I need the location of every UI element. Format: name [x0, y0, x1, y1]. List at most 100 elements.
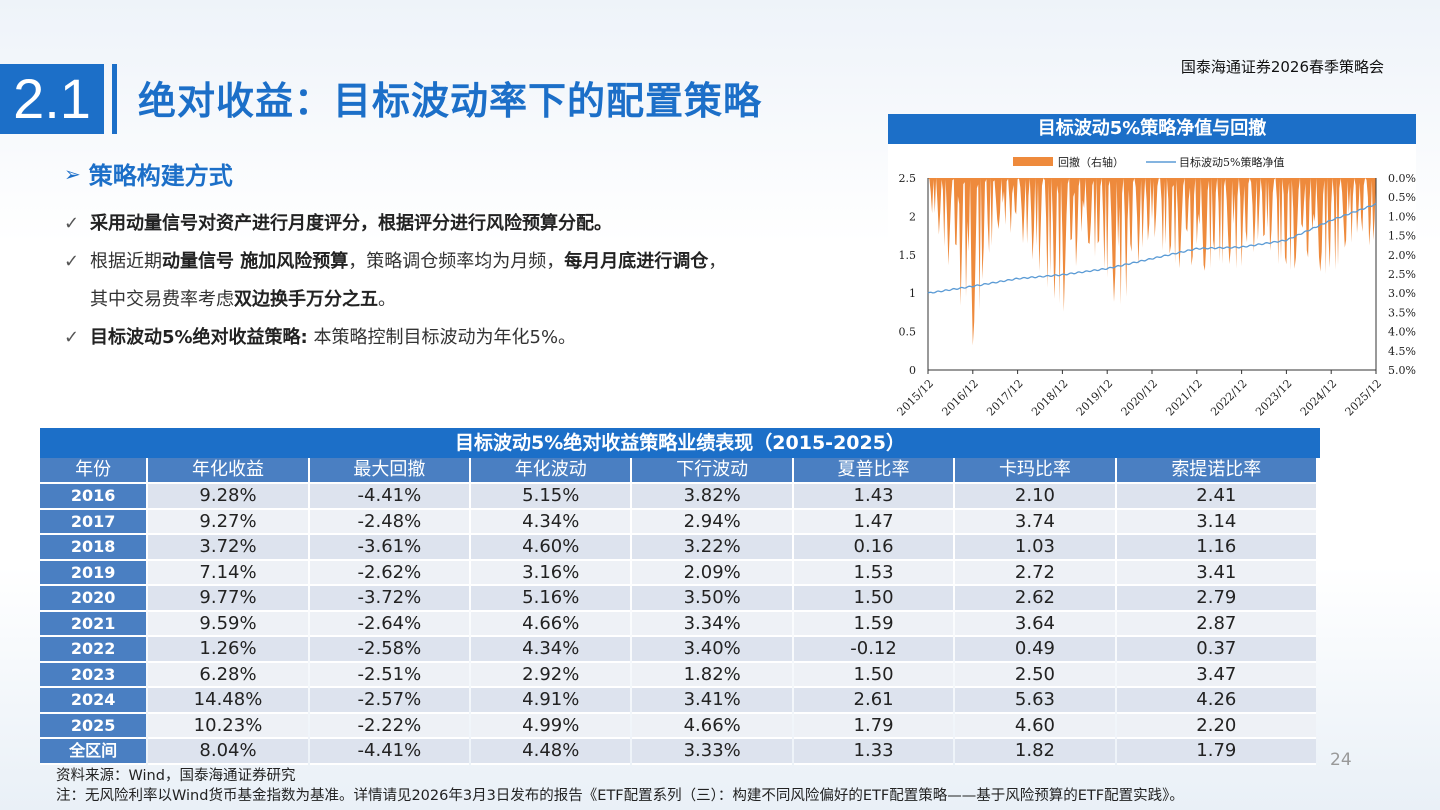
table-cell: 1.50	[793, 586, 954, 612]
table-cell: 5.15%	[471, 484, 631, 510]
table-cell: 3.16%	[471, 560, 631, 586]
bullet-text: ，	[708, 251, 727, 272]
x-axis-tick-label: 2016/12	[939, 377, 981, 419]
x-axis-tick-label: 2021/12	[1163, 377, 1205, 419]
chart-title: 目标波动5%策略净值与回撤	[888, 114, 1416, 144]
table-cell: 3.72%	[148, 535, 308, 561]
bullet-text: 。	[378, 289, 396, 310]
table-cell: 2.92%	[471, 662, 631, 688]
bullet-item: ✓ 采用动量信号对资产进行月度评分，根据评分进行风险预算分配。	[64, 205, 864, 243]
table-cell: 1.26%	[148, 637, 308, 663]
arrow-right-icon: ➢	[64, 161, 81, 186]
table-cell: 0.16	[793, 535, 954, 561]
table-row: 2022 1.26% -2.58% 4.34% 3.40% -0.12 0.49 0.37	[40, 637, 1316, 663]
table-header-cell: 年化收益	[148, 458, 308, 484]
table-cell: 1.43	[793, 484, 954, 510]
table-cell: 2.41	[1116, 484, 1316, 510]
table-cell: -3.72%	[309, 586, 470, 612]
table-cell: 4.66%	[632, 713, 792, 739]
table-row-label: 2020	[40, 586, 147, 612]
drawdown-area	[928, 178, 1376, 346]
table-cell: -2.22%	[309, 713, 470, 739]
table-row-label: 2017	[40, 509, 147, 535]
page-number: 24	[1330, 750, 1352, 770]
table-header-cell: 下行波动	[632, 458, 792, 484]
right-axis-tick-label: 2.0%	[1388, 249, 1416, 262]
table-row: 2016 9.28% -4.41% 5.15% 3.82% 1.43 2.10 2.41	[40, 484, 1316, 510]
table-row: 2023 6.28% -2.51% 2.92% 1.82% 1.50 2.50 3.47	[40, 662, 1316, 688]
table-cell: 0.37	[1116, 637, 1316, 663]
x-axis-tick-label: 2017/12	[984, 377, 1026, 419]
bullet-item: ✓ 根据近期动量信号 施加风险预算，策略调仓频率均为月频，每月月底进行调仓，	[64, 243, 864, 281]
table-cell: 6.28%	[148, 662, 308, 688]
right-axis-tick-label: 1.5%	[1388, 230, 1416, 243]
table-cell: 4.60%	[471, 535, 631, 561]
table-cell: -2.62%	[309, 560, 470, 586]
table-cell: 3.40%	[632, 637, 792, 663]
table-cell: -2.58%	[309, 637, 470, 663]
bullet-text: 本策略控制目标波动为年化5%。	[307, 327, 577, 348]
legend-label-drawdown: 回撤（右轴）	[1058, 155, 1124, 169]
table-cell: 4.60	[955, 713, 1115, 739]
bullet-text-bold: 动量信号 施加风险预算	[162, 251, 349, 272]
table-cell: 3.64	[955, 611, 1115, 637]
right-axis-tick-label: 4.0%	[1388, 326, 1416, 339]
table-header-cell: 年份	[40, 458, 147, 484]
table-cell: 2.87	[1116, 611, 1316, 637]
table-cell: 1.59	[793, 611, 954, 637]
x-axis-tick-label: 2015/12	[895, 377, 937, 419]
right-axis-tick-label: 0.5%	[1388, 191, 1416, 204]
source-note: 资料来源：Wind，国泰海通证券研究 注：无风险利率以Wind货币基金指数为基准…	[56, 766, 1184, 806]
nav-drawdown-chart: 回撤（右轴） 目标波动5%策略净值 0 0.5 1 1.5 2 2.5 0.0% 0.5% 1.…	[895, 155, 1416, 419]
table-cell: 1.82%	[632, 662, 792, 688]
table-row: 2020 9.77% -3.72% 5.16% 3.50% 1.50 2.62 2.79	[40, 586, 1316, 612]
section-divider	[112, 64, 117, 134]
table-cell: 4.34%	[471, 509, 631, 535]
table-cell: 3.41	[1116, 560, 1316, 586]
table-cell: 0.49	[955, 637, 1115, 663]
table-row-label: 2016	[40, 484, 147, 510]
table-cell: 4.34%	[471, 637, 631, 663]
table-cell: 4.91%	[471, 688, 631, 714]
left-axis-tick-label: 1	[909, 287, 916, 300]
table-cell: 3.74	[955, 509, 1115, 535]
right-axis-tick-label: 2.5%	[1388, 268, 1416, 281]
table-cell: -2.57%	[309, 688, 470, 714]
table-cell: -0.12	[793, 637, 954, 663]
bullet-text: 其中交易费率考虑	[90, 289, 234, 310]
table-title: 目标波动5%绝对收益策略业绩表现（2015-2025）	[40, 428, 1320, 458]
table-cell: -4.41%	[309, 484, 470, 510]
table-row: 2018 3.72% -3.61% 4.60% 3.22% 0.16 1.03 1.16	[40, 535, 1316, 561]
left-axis-tick-label: 2	[909, 210, 916, 223]
table-cell: 3.50%	[632, 586, 792, 612]
footnote-text: 注：无风险利率以Wind货币基金指数为基准。详情请见2026年3月3日发布的报告…	[56, 788, 1184, 804]
table-row-label: 2022	[40, 637, 147, 663]
table-cell: 2.20	[1116, 713, 1316, 739]
x-axis-tick-label: 2018/12	[1029, 377, 1071, 419]
org-title: 国泰海通证券2026春季策略会	[1180, 58, 1384, 76]
table-cell: 1.79	[793, 713, 954, 739]
table-cell: -3.61%	[309, 535, 470, 561]
table-header-cell: 最大回撤	[309, 458, 470, 484]
table-cell: 9.27%	[148, 509, 308, 535]
right-axis-tick-label: 5.0%	[1388, 364, 1416, 377]
table-cell: 5.16%	[471, 586, 631, 612]
table-header-cell: 年化波动	[471, 458, 631, 484]
bullet-text: 根据近期	[90, 251, 162, 272]
performance-table: 年份 年化收益 最大回撤 年化波动 下行波动 夏普比率 卡玛比率 索提诺比率 2016 9.28…	[38, 458, 1318, 765]
x-axis-tick-label: 2025/12	[1343, 377, 1385, 419]
table-cell: 8.04%	[148, 739, 308, 765]
table-cell: 4.99%	[471, 713, 631, 739]
table-row: 2024 14.48% -2.57% 4.91% 3.41% 2.61 5.63 4.26	[40, 688, 1316, 714]
table-cell: 2.72	[955, 560, 1115, 586]
right-axis-tick-label: 3.0%	[1388, 287, 1416, 300]
table-row-label: 2023	[40, 662, 147, 688]
bullet-text: ，策略调仓频率均为月频，	[348, 251, 565, 272]
bullet-item-cont: 其中交易费率考虑双边换手万分之五。	[64, 281, 864, 319]
table-cell: 7.14%	[148, 560, 308, 586]
bullet-item: ✓ 目标波动5%绝对收益策略: 本策略控制目标波动为年化5%。	[64, 319, 864, 357]
table-cell: 9.77%	[148, 586, 308, 612]
table-cell: 2.79	[1116, 586, 1316, 612]
table-header-cell: 卡玛比率	[955, 458, 1115, 484]
chart-legend: 回撤（右轴） 目标波动5%策略净值	[1013, 155, 1284, 169]
